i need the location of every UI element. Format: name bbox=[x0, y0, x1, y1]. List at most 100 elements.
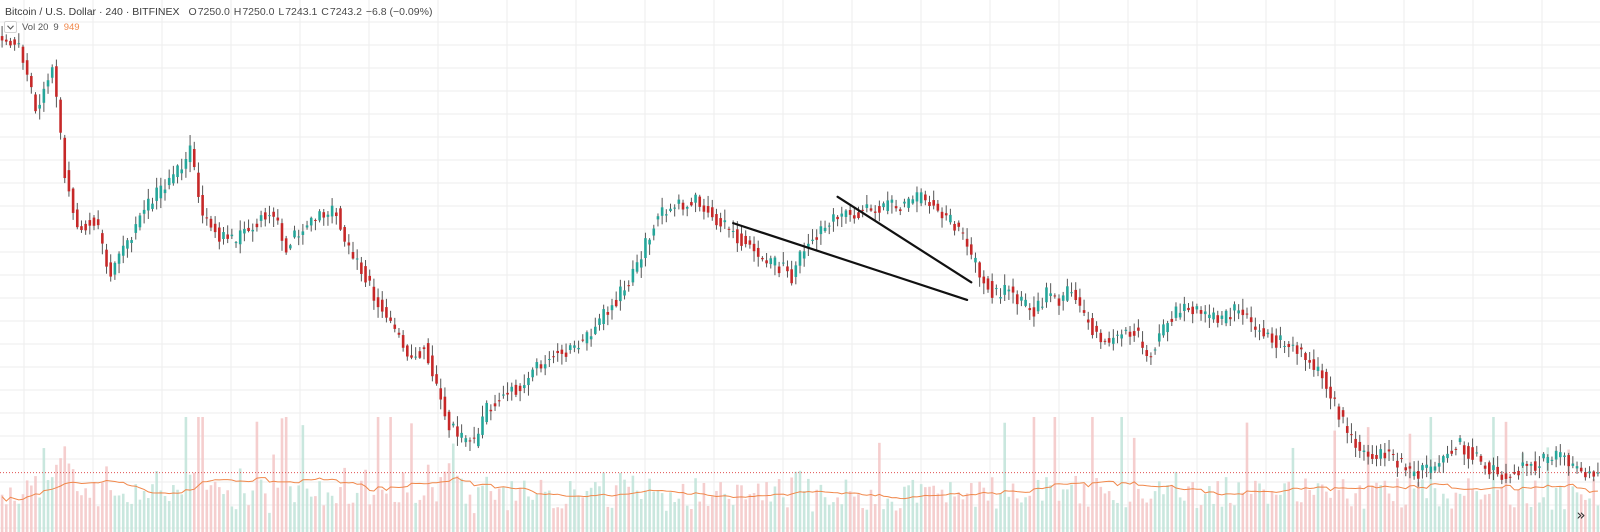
volume-bar bbox=[63, 446, 67, 532]
volume-bar bbox=[1224, 477, 1228, 532]
trendline-upper[interactable] bbox=[836, 195, 973, 284]
candle-body bbox=[1437, 463, 1441, 467]
volume-bar bbox=[1567, 449, 1570, 532]
candle bbox=[748, 235, 752, 249]
volume-bar bbox=[117, 495, 121, 532]
candlestick-series bbox=[0, 26, 1600, 487]
candle bbox=[694, 192, 697, 213]
volume-bar bbox=[418, 499, 422, 532]
double-chevron-right-icon[interactable]: » bbox=[1576, 506, 1586, 524]
candle-body bbox=[1003, 284, 1006, 295]
candle bbox=[1442, 454, 1445, 474]
candle-body bbox=[1174, 306, 1178, 318]
volume-bar bbox=[1529, 506, 1533, 532]
volume-bar bbox=[1007, 496, 1011, 532]
volume-bar bbox=[1341, 479, 1345, 532]
candle bbox=[167, 169, 171, 190]
volume-bar bbox=[1433, 488, 1437, 532]
candle-body bbox=[898, 209, 902, 212]
volume-bar bbox=[1450, 508, 1453, 532]
volume-bars bbox=[0, 417, 1600, 532]
volume-bar bbox=[1153, 491, 1157, 532]
candle bbox=[1032, 296, 1036, 327]
volume-bar bbox=[531, 499, 534, 532]
candle-body bbox=[990, 281, 994, 298]
volume-bar bbox=[1199, 505, 1203, 532]
candle bbox=[1095, 321, 1098, 339]
candle bbox=[109, 254, 112, 282]
candle-body bbox=[752, 243, 756, 252]
candle bbox=[756, 240, 760, 267]
candle-body bbox=[518, 385, 522, 392]
volume-bar bbox=[861, 508, 864, 532]
volume-bar bbox=[1212, 503, 1215, 532]
candle bbox=[765, 253, 768, 268]
candle-body bbox=[1584, 472, 1587, 478]
candle-body bbox=[606, 312, 610, 315]
candle bbox=[844, 209, 848, 224]
candle-body bbox=[1145, 350, 1149, 357]
candle-body bbox=[380, 299, 384, 312]
candle bbox=[594, 317, 597, 336]
volume-bar bbox=[1245, 422, 1249, 532]
candle bbox=[953, 221, 956, 236]
candle bbox=[1596, 462, 1600, 477]
candle bbox=[489, 404, 493, 421]
candle bbox=[928, 195, 931, 214]
candle bbox=[276, 209, 280, 225]
candle-body bbox=[919, 192, 923, 204]
volume-bar bbox=[522, 480, 526, 532]
candle bbox=[974, 252, 977, 273]
candle bbox=[1216, 310, 1220, 328]
candle-body bbox=[1274, 335, 1278, 348]
volume-bar bbox=[1036, 479, 1040, 532]
candle-body bbox=[631, 268, 635, 283]
candle-body bbox=[67, 170, 71, 192]
volume-bar bbox=[393, 501, 397, 532]
candle-body bbox=[188, 145, 192, 163]
candle bbox=[1149, 352, 1153, 365]
volume-bar bbox=[710, 496, 714, 532]
candle-body bbox=[456, 426, 459, 437]
candle-body bbox=[1496, 466, 1499, 475]
volume-indicator-name[interactable]: Vol 20 bbox=[22, 21, 49, 33]
candle bbox=[422, 345, 426, 360]
volume-bar bbox=[1467, 478, 1470, 532]
candle-body bbox=[309, 217, 313, 226]
candle bbox=[1112, 329, 1115, 351]
candle bbox=[1362, 444, 1366, 461]
volume-bar bbox=[819, 484, 823, 532]
candle bbox=[506, 382, 509, 402]
trendline-lower[interactable] bbox=[732, 222, 969, 302]
volume-bar bbox=[234, 509, 238, 532]
volume-bar bbox=[468, 494, 472, 532]
candle-body bbox=[1291, 344, 1295, 346]
candle-body bbox=[1024, 299, 1027, 306]
volume-bar bbox=[1421, 479, 1424, 532]
candle-body bbox=[1333, 397, 1337, 399]
volume-bar bbox=[1521, 453, 1525, 532]
candle-body bbox=[80, 226, 83, 231]
candle bbox=[1132, 323, 1136, 342]
volume-bar bbox=[1525, 503, 1529, 532]
candle-body bbox=[548, 359, 551, 361]
trendline-drawings[interactable] bbox=[732, 195, 973, 302]
candle bbox=[531, 367, 534, 382]
candle bbox=[1308, 352, 1311, 369]
candle-body bbox=[134, 224, 138, 233]
candle bbox=[1412, 461, 1416, 480]
candle bbox=[1546, 454, 1550, 471]
volume-bar bbox=[873, 504, 877, 532]
candle-body bbox=[113, 262, 117, 275]
candle-body bbox=[1249, 317, 1253, 323]
volume-bar bbox=[648, 478, 651, 532]
candle-body bbox=[406, 345, 409, 357]
volume-bar bbox=[192, 472, 196, 532]
candle bbox=[1467, 442, 1470, 469]
volume-bar bbox=[1345, 498, 1349, 532]
volume-bar bbox=[1124, 507, 1128, 532]
chevron-down-icon[interactable] bbox=[4, 21, 17, 33]
candle-body bbox=[522, 385, 526, 389]
volume-bar bbox=[631, 475, 635, 532]
